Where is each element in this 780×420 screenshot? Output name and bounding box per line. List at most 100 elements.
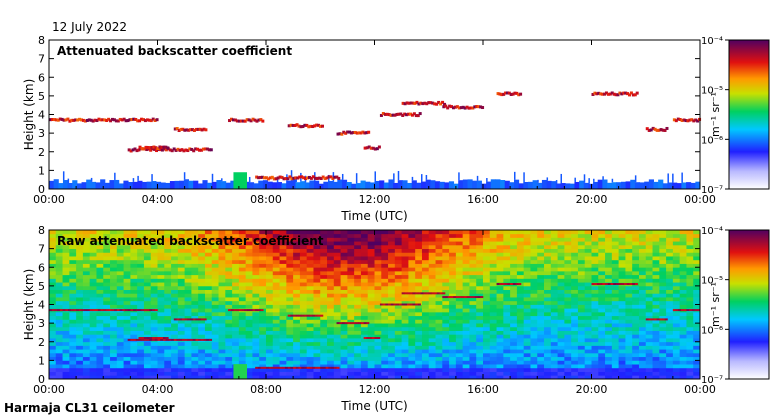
raw-cell xyxy=(198,341,206,346)
raw-cell xyxy=(408,349,416,354)
raw-cell xyxy=(299,371,308,376)
raw-cell xyxy=(469,297,477,302)
raw-cell xyxy=(327,311,335,317)
raw-cell xyxy=(577,267,586,272)
raw-cell xyxy=(652,293,660,298)
raw-cloud-layer-12-seg xyxy=(455,296,459,299)
raw-cloud-layer-5-seg xyxy=(249,309,253,312)
raw-cell xyxy=(110,315,118,320)
bl-column xyxy=(351,183,357,189)
raw-cell xyxy=(143,278,152,283)
raw-cell xyxy=(299,289,308,294)
raw-cell xyxy=(469,293,477,298)
raw-cell xyxy=(82,315,91,320)
cloud-layer-3-seg xyxy=(146,146,150,150)
raw-cell xyxy=(625,300,633,305)
raw-cell xyxy=(89,371,97,376)
raw-cell xyxy=(259,278,267,283)
cloud-layer-1-seg xyxy=(78,117,82,121)
raw-cell xyxy=(469,237,477,242)
raw-cell xyxy=(449,248,457,253)
raw-cell xyxy=(354,341,362,346)
raw-cell xyxy=(266,237,274,242)
raw-cell xyxy=(143,319,152,324)
raw-cloud-layer-8-seg xyxy=(336,322,340,325)
raw-cell xyxy=(49,375,57,380)
raw-cell xyxy=(598,360,606,365)
raw-cell xyxy=(611,285,620,290)
raw-cell xyxy=(157,364,165,369)
raw-cell xyxy=(516,274,525,279)
raw-cell xyxy=(591,338,599,343)
raw-cell xyxy=(428,367,436,372)
raw-cell xyxy=(686,315,694,320)
raw-cell xyxy=(666,349,674,354)
bl-column xyxy=(290,179,296,189)
raw-cell xyxy=(218,237,226,242)
raw-cell xyxy=(428,289,436,294)
raw-cell xyxy=(618,304,626,309)
raw-cell xyxy=(266,274,274,279)
raw-cloud-layer-6-seg xyxy=(325,366,329,369)
raw-cell xyxy=(89,334,97,339)
raw-cell xyxy=(76,323,84,328)
bl-column xyxy=(593,181,599,189)
raw-cell xyxy=(496,241,504,246)
raw-cell xyxy=(605,341,613,346)
raw-cell xyxy=(232,349,240,354)
raw-cell xyxy=(96,248,104,253)
raw-cell xyxy=(625,274,633,279)
raw-cell xyxy=(571,256,579,261)
raw-cell xyxy=(130,297,138,302)
raw-cell xyxy=(245,334,253,339)
raw-cell xyxy=(666,345,674,350)
raw-cell xyxy=(571,311,579,317)
raw-cell xyxy=(401,252,409,257)
raw-cell xyxy=(516,360,525,365)
raw-cell xyxy=(611,326,620,331)
raw-cell xyxy=(252,274,260,279)
raw-cell xyxy=(449,330,457,335)
cloud-layer-4-seg xyxy=(185,128,189,132)
raw-cell xyxy=(435,244,443,250)
raw-cell xyxy=(672,334,681,339)
raw-cell xyxy=(428,360,436,365)
raw-cloud-layer-14-seg xyxy=(618,283,622,286)
raw-cell xyxy=(584,375,592,380)
raw-cell xyxy=(327,352,335,358)
cloud-layer-1-seg xyxy=(70,118,74,122)
raw-cell xyxy=(605,360,613,365)
y-tick-label: 4 xyxy=(38,299,45,312)
raw-cell xyxy=(171,244,179,250)
raw-cell xyxy=(686,230,694,235)
raw-cell xyxy=(211,230,219,235)
raw-cell xyxy=(299,297,308,302)
raw-cell xyxy=(252,319,260,324)
raw-cell xyxy=(204,356,213,361)
raw-cloud-layer-4-seg xyxy=(179,318,183,321)
raw-cell xyxy=(510,352,518,358)
raw-cell xyxy=(320,241,328,246)
raw-cell xyxy=(137,345,145,350)
raw-cell xyxy=(137,248,145,253)
raw-cell xyxy=(510,304,518,309)
raw-cell xyxy=(516,252,525,257)
raw-cell xyxy=(150,282,158,287)
raw-cell xyxy=(259,244,267,250)
raw-cell xyxy=(421,289,430,294)
raw-cell xyxy=(299,319,308,324)
raw-cell xyxy=(177,282,186,287)
raw-cell xyxy=(82,341,91,346)
raw-cell xyxy=(476,371,484,376)
raw-cell xyxy=(476,367,484,372)
raw-cell xyxy=(313,360,321,365)
raw-cell xyxy=(523,338,531,343)
raw-cell xyxy=(550,285,558,290)
x-axis-label: Time (UTC) xyxy=(340,209,407,223)
raw-cell xyxy=(537,311,545,317)
raw-cloud-layer-16-seg xyxy=(672,309,676,312)
raw-cell xyxy=(110,352,118,358)
raw-cell xyxy=(218,334,226,339)
raw-cloud-layer-14-seg xyxy=(613,283,617,286)
raw-cell xyxy=(496,233,504,238)
